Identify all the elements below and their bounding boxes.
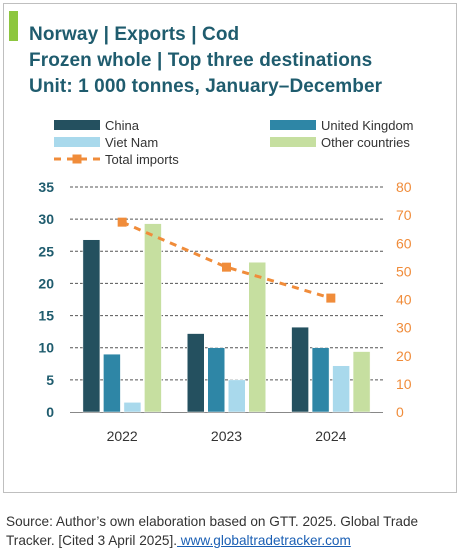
y-right-tick-label: 50 <box>396 263 412 279</box>
bar-china <box>187 333 205 413</box>
y-left-tick-label: 30 <box>38 211 54 227</box>
legend-swatch <box>54 137 100 147</box>
legend-swatch <box>270 120 316 130</box>
bar-china <box>291 326 309 413</box>
source-link[interactable]: www.globaltradetracker.com <box>177 533 351 548</box>
y-left-tick-label: 10 <box>38 340 54 356</box>
y-right-tick-label: 10 <box>396 376 412 392</box>
bar-united-kingdom <box>311 347 330 413</box>
bar-viet-nam <box>332 365 350 413</box>
bar-viet-nam <box>228 379 246 413</box>
bar-united-kingdom <box>207 347 225 413</box>
legend-swatch <box>54 120 100 130</box>
bar-other-countries <box>352 351 371 413</box>
bar-line-chart: 0 5 10 15 20 25 30 35 0 10 20 30 40 50 60 70 80 2022 2023 2… <box>38 118 414 444</box>
legend-swatch <box>270 137 316 147</box>
y-left-tick-label: 0 <box>46 404 54 420</box>
source-text: Source: Author’s own elaboration based o… <box>6 514 419 548</box>
y-right-tick-label: 0 <box>396 404 404 420</box>
line-total-imports <box>121 220 332 300</box>
bar-other-countries <box>144 223 162 413</box>
y-left-tick-label: 20 <box>38 275 54 291</box>
y-right-tick-label: 40 <box>396 292 412 308</box>
point-total-imports <box>222 262 231 272</box>
y-right-tick-label: 30 <box>396 320 412 336</box>
x-tick-label: 2023 <box>211 428 242 444</box>
y-left-tick-label: 25 <box>38 243 54 259</box>
source-note: Source: Author’s own elaboration based o… <box>6 512 458 550</box>
legend-label: Viet Nam <box>105 135 158 150</box>
y-right-tick-label: 80 <box>396 179 412 195</box>
chart-title-line2: Frozen whole | Top three destinations <box>29 50 373 71</box>
accent-bar <box>9 11 18 41</box>
y-left-tick-label: 15 <box>38 308 54 324</box>
bar-china <box>82 239 101 413</box>
chart-title-line3: Unit: 1 000 tonnes, January–December <box>29 76 383 97</box>
y-right-tick-label: 70 <box>396 207 412 223</box>
x-tick-label: 2024 <box>315 428 346 444</box>
point-total-imports <box>326 293 336 303</box>
x-tick-label: 2022 <box>107 428 138 444</box>
point-total-imports <box>117 217 127 227</box>
chart-title-line1: Norway | Exports | Cod <box>29 24 240 45</box>
legend-label: Total imports <box>105 152 179 167</box>
bar-other-countries <box>248 261 266 413</box>
y-left-tick-label: 35 <box>38 179 54 195</box>
legend-label: Other countries <box>321 135 410 150</box>
bar-viet-nam <box>123 402 142 413</box>
bar-united-kingdom <box>103 353 121 413</box>
legend-swatch-marker <box>72 154 82 164</box>
y-right-tick-label: 60 <box>396 235 412 251</box>
y-left-tick-label: 5 <box>46 372 54 388</box>
y-right-tick-label: 20 <box>396 348 412 364</box>
legend-label: China <box>105 118 140 133</box>
legend-label: United Kingdom <box>321 118 414 133</box>
